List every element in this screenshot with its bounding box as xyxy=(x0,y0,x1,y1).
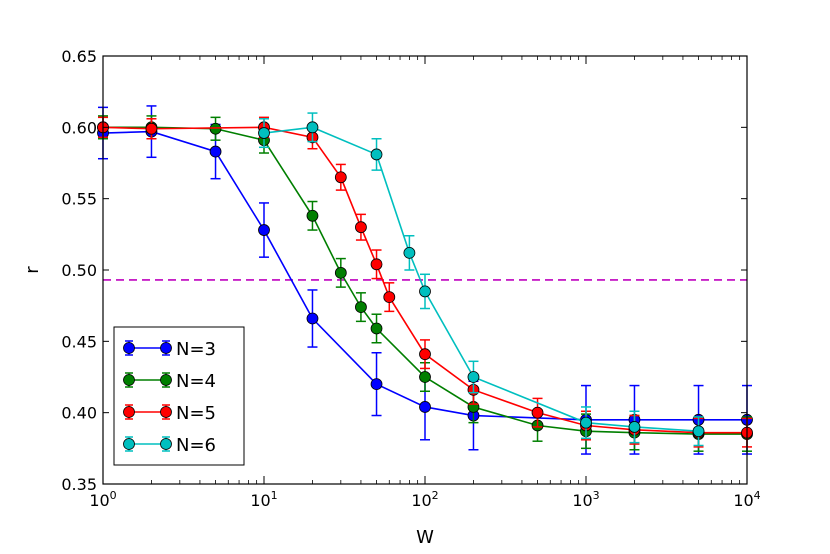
data-point xyxy=(628,421,641,433)
legend-marker xyxy=(123,374,135,386)
y-tick-label: 0.40 xyxy=(61,404,97,423)
legend-label: N=6 xyxy=(176,435,216,456)
y-tick-label: 0.55 xyxy=(61,190,97,209)
data-point xyxy=(355,301,367,313)
data-point xyxy=(419,371,431,383)
legend: N=3 N=4 N=5 N=6 xyxy=(113,326,245,466)
data-point xyxy=(334,171,347,184)
y-tick-label: 0.35 xyxy=(61,475,97,494)
legend-marker xyxy=(123,438,135,450)
y-tick-label: 0.60 xyxy=(61,118,97,137)
legend-label: N=3 xyxy=(176,339,216,360)
legend-marker xyxy=(160,342,172,354)
data-point xyxy=(370,148,383,161)
data-point xyxy=(334,266,347,279)
data-point xyxy=(419,401,431,413)
data-point xyxy=(306,209,319,222)
data-point xyxy=(370,322,383,335)
legend-marker xyxy=(123,406,135,418)
data-point xyxy=(258,224,270,236)
data-point xyxy=(531,406,544,419)
series-layer xyxy=(97,105,753,455)
legend-label: N=4 xyxy=(176,371,216,392)
x-tick-label: 104 xyxy=(733,489,760,510)
legend-marker xyxy=(123,342,135,354)
x-axis-label: W xyxy=(416,527,434,548)
legend-marker xyxy=(160,406,172,418)
data-point xyxy=(306,312,319,325)
y-tick-label: 0.50 xyxy=(61,261,97,280)
data-point xyxy=(209,145,222,158)
data-point xyxy=(419,348,431,361)
x-tick-label: 102 xyxy=(411,489,438,510)
data-point xyxy=(403,246,416,259)
x-tick-label: 103 xyxy=(572,489,599,510)
data-point xyxy=(370,258,383,271)
legend-marker xyxy=(160,438,172,450)
data-point xyxy=(370,378,383,391)
y-axis-label: r xyxy=(22,266,43,274)
x-tick-label: 101 xyxy=(250,489,277,510)
legend-marker xyxy=(160,374,172,386)
data-point xyxy=(692,425,705,438)
series-line xyxy=(102,130,747,421)
data-point xyxy=(306,121,319,134)
data-point xyxy=(383,291,396,304)
data-point xyxy=(419,285,431,298)
data-point xyxy=(145,122,158,135)
data-point xyxy=(580,416,592,429)
data-point xyxy=(258,127,270,139)
legend-box xyxy=(113,326,245,466)
x-tick-label: 100 xyxy=(89,489,116,510)
axis-ticks: 0.35 0.40 0.45 0.50 0.55 0.60 0.65 100 101 102 103… xyxy=(61,47,760,510)
series-n6 xyxy=(258,112,705,447)
data-point xyxy=(467,371,480,383)
y-tick-label: 0.45 xyxy=(61,332,97,351)
data-point xyxy=(355,221,367,234)
y-tick-label: 0.65 xyxy=(61,47,97,66)
legend-label: N=5 xyxy=(176,403,216,424)
